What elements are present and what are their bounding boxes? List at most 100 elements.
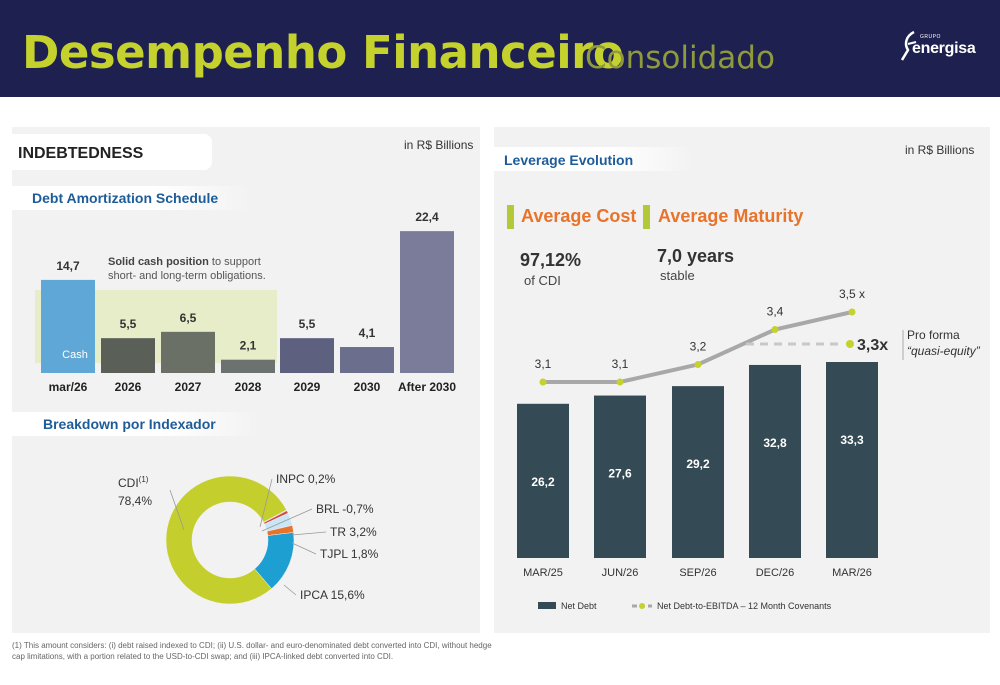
left-units-label: in R$ Billions: [404, 138, 474, 152]
logo-group-text: GRUPO: [920, 34, 941, 40]
donut-label-ipca: IPCA 15,6%: [300, 588, 365, 602]
amort-bar: [221, 359, 275, 373]
right-units-label: in R$ Billions: [905, 143, 975, 157]
leverage-value-label: 3,4: [767, 305, 784, 319]
avg-cost-marker: [507, 205, 514, 229]
leverage-title-strip: [494, 147, 694, 171]
net-debt-value-label: 32,8: [763, 436, 787, 450]
donut-leader-line: [283, 584, 297, 596]
pro-forma-value: 3,3x: [857, 337, 888, 354]
avg-maturity-title: Average Maturity: [658, 206, 804, 226]
energisa-logo-mark-icon: [900, 30, 917, 61]
net-debt-value-label: 33,3: [840, 433, 864, 447]
leverage-point: [694, 361, 702, 368]
amort-bar: [340, 347, 394, 373]
avg-maturity-sub: stable: [660, 268, 695, 283]
amort-value-label: 6,5: [180, 311, 197, 325]
indebtedness-title: INDEBTEDNESS: [18, 145, 144, 162]
amortization-chart: 14,7 mar/26 5,5 2026 6,5 2027 2,1 2028 5,5 2029 4,…: [35, 210, 456, 394]
amort-value-label: 5,5: [120, 317, 137, 331]
net-debt-value-label: 29,2: [686, 457, 710, 471]
breakdown-title-strip: [12, 412, 262, 436]
net-debt-bar: [594, 395, 646, 558]
donut-leader-line: [169, 489, 185, 531]
net-debt-bar: [517, 403, 569, 558]
amort-bar: [41, 279, 95, 373]
leverage-value-label: 3,2: [690, 340, 707, 354]
legend-net-debt-swatch: [538, 602, 556, 609]
amort-value-label: 4,1: [359, 326, 376, 340]
amort-category-label: 2026: [115, 380, 142, 394]
legend-leverage-label: Net Debt-to-EBITDA – 12 Month Covenants: [657, 601, 832, 611]
leverage-category-label: MAR/26: [832, 567, 872, 579]
donut-leader-line: [259, 478, 273, 528]
breakdown-title: Breakdown por Indexador: [43, 416, 216, 432]
amort-category-label: 2030: [354, 380, 381, 394]
donut-leader-line: [291, 531, 327, 536]
amort-value-label: 2,1: [240, 339, 257, 353]
donut-label-cdi: CDI(1): [118, 475, 149, 490]
leverage-category-label: SEP/26: [679, 567, 716, 579]
amortization-title: Debt Amortization Schedule: [32, 190, 219, 206]
net-debt-value-label: 27,6: [608, 467, 632, 481]
pro-forma-marker: [846, 340, 854, 348]
indebtedness-title-box: [12, 134, 212, 170]
leverage-title: Leverage Evolution: [504, 152, 634, 168]
leverage-category-label: DEC/26: [756, 567, 795, 579]
net-debt-bar: [672, 386, 724, 558]
pro-forma-label: Pro forma: [907, 328, 960, 342]
leverage-value-label: 3,1: [612, 357, 629, 371]
leverage-point: [771, 326, 779, 333]
amortization-title-strip: [12, 186, 252, 210]
leverage-value-label: 3,1: [535, 357, 552, 371]
avg-cost-value: 97,12%: [520, 250, 582, 270]
footnote: (1) This amount considers: (i) debt rais…: [12, 641, 492, 661]
legend-leverage-dot: [639, 603, 645, 609]
amort-value-label: 14,7: [56, 259, 80, 273]
amort-bar: [400, 231, 454, 373]
amort-bar: [280, 338, 334, 373]
cash-note-bold: Solid cash position: [108, 256, 209, 268]
indebtedness-panel: [12, 127, 480, 633]
amort-category-label: 2029: [294, 380, 321, 394]
net-debt-bar: [749, 364, 801, 558]
leverage-point: [539, 378, 547, 386]
amort-category-label: 2027: [175, 380, 202, 394]
logo-name-text: energisa: [912, 40, 976, 57]
legend-net-debt-label: Net Debt: [561, 601, 597, 611]
donut-label-tr: TR 3,2%: [330, 525, 377, 539]
donut-label-inpc: INPC 0,2%: [276, 472, 336, 486]
donut-slice: [254, 532, 295, 590]
donut-label-tjpl: TJPL 1,8%: [320, 547, 379, 561]
donut-leader-line: [291, 542, 317, 555]
donut-slice: [165, 475, 287, 605]
indexer-donut-chart: CDI(1) 78,4% INPC 0,2% BRL -0,7% TR 3,2% TJPL…: [118, 472, 379, 605]
amort-bar: [101, 338, 155, 373]
amort-bar: [161, 331, 215, 373]
donut-leader-line: [261, 508, 313, 532]
amort-category-label: 2028: [235, 380, 262, 394]
quasi-equity-label: “quasi-equity”: [907, 344, 981, 358]
cash-label: Cash: [62, 349, 88, 361]
amort-value-label: 5,5: [299, 317, 316, 331]
leverage-chart: 26,2 MAR/25 27,6 JUN/26 29,2 SEP/26 32,8 DEC/26…: [517, 287, 981, 611]
cash-position-note: Solid cash position to support short- an…: [108, 255, 278, 283]
page-title: Desempenho Financeiro: [22, 26, 624, 79]
donut-value-cdi: 78,4%: [118, 494, 152, 508]
header-bar: Desempenho Financeiro Consolidado GRUPO …: [0, 0, 1000, 97]
page-subtitle: Consolidado: [585, 40, 775, 76]
leverage-category-label: JUN/26: [602, 567, 639, 579]
avg-maturity-value: 7,0 years: [657, 246, 735, 266]
donut-label-brl: BRL -0,7%: [316, 502, 374, 516]
leverage-point: [616, 378, 624, 386]
avg-cost-sub: of CDI: [524, 273, 561, 288]
avg-maturity-marker: [643, 205, 650, 229]
amort-category-label: mar/26: [49, 380, 88, 394]
net-debt-value-label: 26,2: [531, 475, 555, 489]
energisa-logo: GRUPO energisa: [898, 28, 988, 68]
leverage-category-label: MAR/25: [523, 567, 563, 579]
amort-value-label: 22,4: [415, 210, 439, 224]
leverage-value-label: 3,5 x: [839, 287, 865, 301]
cash-note-text: to support short- and long-term obligati…: [108, 256, 266, 282]
net-debt-bar: [826, 362, 878, 558]
